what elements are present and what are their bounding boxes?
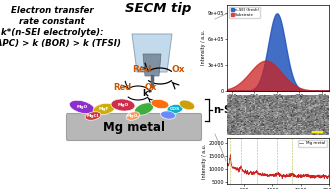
Text: Ox: Ox bbox=[171, 66, 185, 74]
Ellipse shape bbox=[126, 112, 140, 120]
Text: MgO: MgO bbox=[118, 103, 128, 107]
Mg metal bbox=[286, 174, 290, 177]
Ellipse shape bbox=[151, 99, 169, 109]
Text: k*: k* bbox=[142, 88, 152, 98]
Ellipse shape bbox=[134, 103, 154, 115]
Ellipse shape bbox=[161, 111, 175, 119]
Text: Ox: Ox bbox=[145, 84, 157, 92]
Ellipse shape bbox=[111, 99, 135, 111]
Ellipse shape bbox=[179, 100, 195, 110]
X-axis label: Binding energy / eV: Binding energy / eV bbox=[254, 101, 302, 106]
Ellipse shape bbox=[85, 112, 101, 120]
Text: n-SEI: n-SEI bbox=[213, 105, 241, 115]
Mg metal bbox=[280, 178, 284, 180]
Ellipse shape bbox=[69, 100, 95, 114]
Mg metal bbox=[228, 153, 232, 156]
Text: Electron transfer: Electron transfer bbox=[11, 6, 93, 15]
Text: MgO: MgO bbox=[76, 105, 88, 109]
Y-axis label: Intensity / a.u.: Intensity / a.u. bbox=[201, 30, 206, 65]
Ellipse shape bbox=[167, 104, 183, 114]
Ellipse shape bbox=[93, 103, 115, 115]
Polygon shape bbox=[132, 34, 172, 72]
Mg metal bbox=[293, 174, 297, 177]
Text: Red: Red bbox=[113, 84, 131, 92]
Mg metal bbox=[243, 169, 247, 171]
Text: Mg metal: Mg metal bbox=[103, 121, 165, 133]
Text: COS: COS bbox=[170, 107, 180, 111]
Mg metal bbox=[271, 175, 275, 178]
FancyBboxPatch shape bbox=[66, 114, 202, 140]
Legend: Mg metal: Mg metal bbox=[298, 140, 327, 146]
Mg metal bbox=[302, 175, 306, 177]
Mg metal bbox=[252, 172, 256, 174]
Text: MgO₂: MgO₂ bbox=[126, 114, 139, 118]
Text: rate constant: rate constant bbox=[19, 17, 85, 26]
Text: MgCl: MgCl bbox=[87, 114, 99, 118]
Polygon shape bbox=[143, 54, 161, 76]
Mg metal bbox=[327, 174, 331, 176]
Text: k*(n-SEI electrolyte):: k*(n-SEI electrolyte): bbox=[1, 28, 103, 37]
Text: MgF: MgF bbox=[99, 107, 109, 111]
Mg metal bbox=[225, 163, 229, 166]
Text: k (APC) > k (BOR) > k (TFSI): k (APC) > k (BOR) > k (TFSI) bbox=[0, 39, 121, 48]
Legend: n-SEI (fresh), Substrate: n-SEI (fresh), Substrate bbox=[229, 7, 260, 18]
Line: Mg metal: Mg metal bbox=[227, 155, 329, 179]
Text: Red: Red bbox=[132, 66, 152, 74]
Text: SECM tip: SECM tip bbox=[125, 2, 191, 15]
Y-axis label: Intensity / a.u.: Intensity / a.u. bbox=[202, 143, 207, 179]
